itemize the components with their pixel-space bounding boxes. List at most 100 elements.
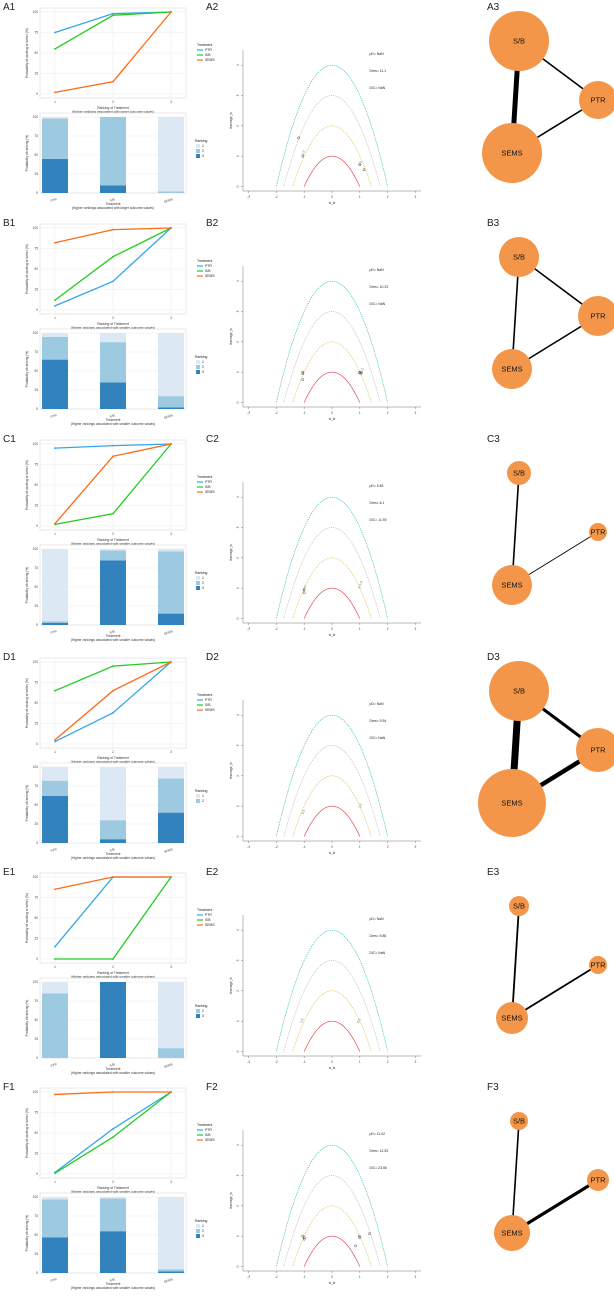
y-axis-title: Probability of ranking or better (%)	[25, 893, 29, 943]
x-tick-label: PTR	[50, 1062, 58, 1068]
y-tick-label: 0	[236, 401, 240, 403]
data-point	[302, 1237, 306, 1241]
x-tick-label: SEMS	[163, 847, 173, 854]
network-node	[510, 1112, 528, 1130]
panel-label: E1	[3, 867, 16, 878]
x-tick-label: 3	[170, 1180, 172, 1184]
y-tick-label: 75	[34, 31, 38, 35]
line-chart-1: 0 25 50 75 100 1 2 3 Probability of ranking or b…	[25, 223, 215, 330]
bar-segment-rank-3	[42, 622, 68, 625]
bar-segment-rank-1	[42, 1197, 68, 1200]
panel-label: F3	[487, 1082, 499, 1093]
x-tick-label: -2	[275, 411, 278, 415]
y-tick-label: 50	[34, 267, 38, 271]
x-axis-title: Ranking of Treatment	[97, 971, 129, 975]
legend-label: SEMS	[205, 708, 215, 712]
network-node-label: SEMS	[501, 149, 522, 158]
series-point	[112, 1128, 114, 1130]
y-tick-label: 2	[236, 557, 240, 559]
y-axis-title: Probability of ranking (%)	[25, 567, 29, 604]
legend-label: 2	[202, 799, 204, 803]
series-point	[170, 227, 172, 229]
y-axis-title: Probability of ranking or better (%)	[25, 244, 29, 294]
contour-curve	[303, 1235, 361, 1267]
x-tick-label: 1	[54, 750, 56, 754]
y-tick-label: 100	[33, 980, 39, 984]
x-tick-label: SEMS	[163, 1062, 173, 1069]
fit-statistic: Dres= 6.1	[370, 501, 385, 505]
legend-title: Treatment	[197, 259, 212, 263]
legend-label: PTR	[205, 698, 212, 702]
data-point	[302, 1236, 306, 1239]
y-tick-label: 0	[236, 185, 240, 187]
network-node	[492, 349, 532, 389]
y-tick-label: 25	[34, 1252, 38, 1256]
x-tick-label: 1	[359, 845, 361, 849]
contour-curve	[303, 155, 361, 187]
data-point	[302, 591, 306, 595]
x-tick-label: S/B	[109, 413, 115, 419]
x-tick-label: 1	[359, 195, 361, 199]
contour-curve	[292, 557, 372, 619]
y-tick-label: 0	[36, 1056, 38, 1060]
bar-segment-rank-3	[100, 982, 126, 1058]
panel-label: D3	[487, 652, 500, 663]
network-node-label: S/B	[513, 469, 525, 478]
network-graph-5: S/B PTR SEMS	[494, 1112, 609, 1251]
y-tick-label: 1	[236, 1020, 240, 1022]
bar-segment-rank-2	[158, 191, 184, 193]
fit-statistic: DIC= NaN	[370, 951, 386, 955]
x-axis-title: w_ik	[329, 851, 336, 855]
panel-label: C3	[487, 434, 500, 445]
network-node	[492, 565, 532, 605]
x-tick-label: 1	[54, 316, 56, 320]
contour-curve	[276, 496, 388, 619]
y-tick-label: 0	[36, 308, 38, 312]
y-tick-label: 25	[34, 72, 38, 76]
line-chart-4: 0 25 50 75 100 1 2 3 Probability of ranking or b…	[25, 872, 215, 979]
y-tick-label: 100	[33, 226, 39, 230]
contour-curve	[283, 745, 381, 837]
fit-statistic: DIC= 23.56	[370, 1166, 387, 1170]
network-graph-1: S/B PTR SEMS	[492, 237, 614, 389]
y-axis-title: Probability of ranking (%)	[25, 135, 29, 172]
x-tick-label: -2	[275, 1275, 278, 1279]
y-axis-title: leverage_ik	[229, 328, 233, 345]
panel-label: B1	[3, 218, 16, 229]
leverage-plot-2: -3 -2 -1 0 1 2 3 0 1 2 3 4 w_ik leverage_ik 1-2 2-1-3 pD…	[229, 482, 421, 637]
y-tick-label: 3	[236, 959, 240, 961]
legend-swatch	[196, 1229, 200, 1233]
legend-label: S/B	[205, 918, 211, 922]
y-axis-title: Probability of ranking (%)	[25, 351, 29, 388]
y-tick-label: 0	[36, 623, 38, 627]
fit-statistic: pD= NaN	[370, 52, 385, 56]
y-tick-label: 3	[236, 94, 240, 96]
x-tick-label: 3	[415, 195, 417, 199]
legend-label: 3	[202, 370, 204, 374]
legend-swatch	[196, 365, 200, 369]
series-point	[170, 443, 172, 445]
x-tick-label: 3	[415, 1275, 417, 1279]
x-tick-label: -3	[247, 411, 250, 415]
y-axis-title: Probability of ranking or better (%)	[25, 678, 29, 728]
x-tick-label: 1	[54, 100, 56, 104]
x-tick-label: 3	[415, 845, 417, 849]
x-tick-label: PTR	[50, 197, 58, 203]
x-axis-subtitle: (Higher rankings associated with larger …	[72, 110, 154, 114]
bar-chart-3: 0 25 50 75 100 PTR S/B SEMS Probability of ranki…	[25, 762, 208, 860]
y-tick-label: 2	[236, 341, 240, 343]
bar-segment-rank-1	[158, 982, 184, 1049]
series-point	[54, 740, 56, 743]
x-axis-title: Treatment	[106, 634, 121, 638]
series-point	[54, 739, 56, 741]
contour-curve	[283, 95, 381, 187]
legend-label: SEMS	[205, 490, 215, 494]
network-node	[494, 1215, 530, 1251]
y-tick-label: 0	[36, 191, 38, 195]
panel-label: D1	[3, 652, 16, 663]
y-tick-label: 100	[33, 115, 39, 119]
point-label: 2-1	[356, 1018, 361, 1024]
y-tick-label: 1	[236, 155, 240, 157]
legend-label: 2	[202, 1009, 204, 1013]
y-tick-label: 0	[36, 1172, 38, 1176]
